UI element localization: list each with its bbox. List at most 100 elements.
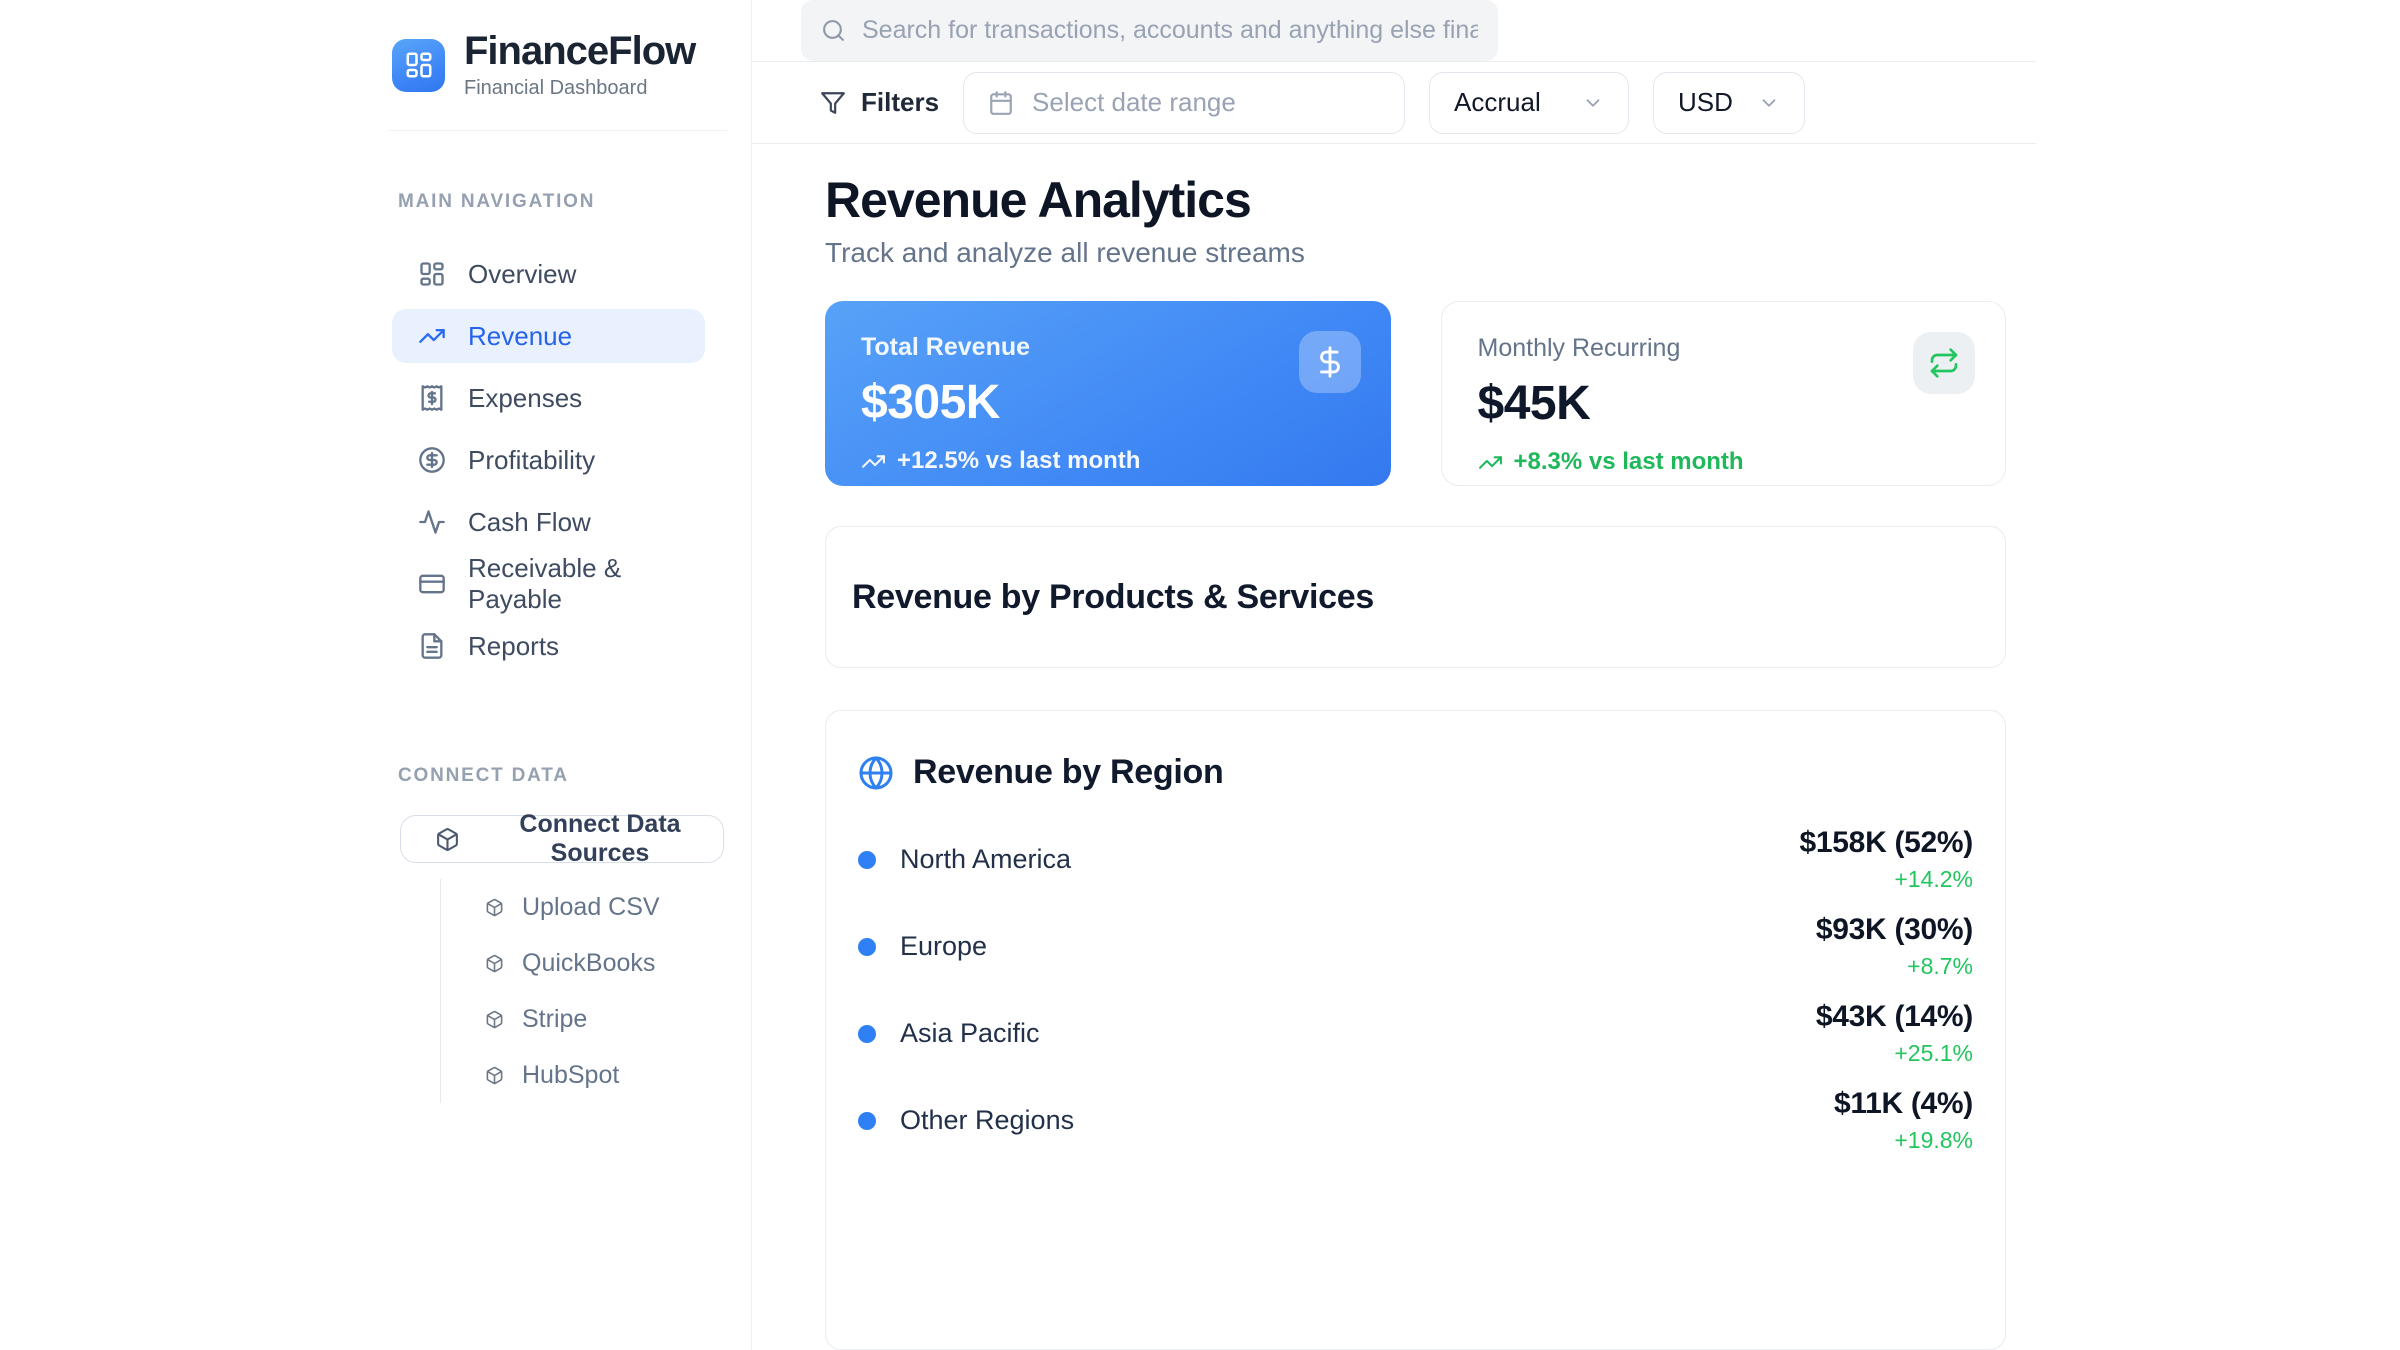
region-dot bbox=[858, 850, 876, 869]
region-name: Europe bbox=[900, 931, 988, 961]
stat-label: Monthly Recurring bbox=[1477, 334, 1681, 362]
sidebar: FinanceFlow Financial Dashboard MAIN NAV… bbox=[364, 0, 752, 1350]
currency-select[interactable]: USD bbox=[1653, 71, 1806, 134]
page-title: Revenue Analytics bbox=[825, 172, 1252, 228]
stat-cards: Total Revenue $305K +12.5% vs last month… bbox=[825, 301, 2006, 486]
sidebar-item-receivable-payable[interactable]: Receivable & Payable bbox=[392, 553, 705, 614]
source-item-hubspot[interactable]: HubSpot bbox=[485, 1047, 751, 1103]
sidebar-item-label: Profitability bbox=[468, 444, 596, 475]
total-revenue-card: Total Revenue $305K +12.5% vs last month bbox=[825, 301, 1391, 486]
file-text-icon bbox=[418, 632, 446, 660]
funnel-icon bbox=[820, 90, 846, 116]
region-name: Other Regions bbox=[900, 1105, 1075, 1135]
filter-bar: Filters Select date range Accrual USD bbox=[752, 62, 2036, 144]
brand-name: FinanceFlow bbox=[464, 29, 696, 73]
sidebar-item-expenses[interactable]: Expenses bbox=[392, 371, 705, 425]
search-bar[interactable] bbox=[801, 0, 1498, 61]
top-bar bbox=[752, 0, 2036, 62]
products-services-card: Revenue by Products & Services bbox=[825, 526, 2006, 668]
stat-delta-text: +12.5% vs last month bbox=[897, 447, 1141, 474]
sidebar-item-reports[interactable]: Reports bbox=[392, 619, 705, 673]
region-delta: +25.1% bbox=[1894, 1040, 1973, 1066]
region-delta: +19.8% bbox=[1894, 1127, 1973, 1153]
receipt-icon bbox=[418, 384, 446, 412]
stat-value: $305K bbox=[861, 376, 1000, 429]
filters-toggle[interactable]: Filters bbox=[820, 87, 939, 118]
revenue-by-region-card: Revenue by Region North America $158K (5… bbox=[825, 710, 2006, 1350]
date-range-placeholder: Select date range bbox=[1032, 87, 1236, 117]
sidebar-item-revenue[interactable]: Revenue bbox=[392, 309, 705, 363]
products-services-title: Revenue by Products & Services bbox=[852, 577, 1375, 616]
dollar-sign-icon bbox=[1298, 331, 1361, 393]
filters-label: Filters bbox=[861, 87, 940, 117]
box-icon bbox=[485, 898, 504, 917]
repeat-icon bbox=[1913, 332, 1975, 394]
brand-logo-icon bbox=[392, 38, 445, 92]
stat-delta: +8.3% vs last month bbox=[1478, 448, 1970, 476]
content: Revenue Analytics Track and analyze all … bbox=[752, 144, 2036, 1350]
data-sources-list: Upload CSV QuickBooks Stripe HubSpot bbox=[440, 879, 751, 1103]
app-window: FinanceFlow Financial Dashboard MAIN NAV… bbox=[364, 0, 2036, 1350]
main-area: Filters Select date range Accrual USD Re… bbox=[752, 0, 2036, 1350]
region-value: $11K (4%) bbox=[1833, 1087, 1973, 1120]
accounting-basis-select[interactable]: Accrual bbox=[1429, 71, 1630, 134]
sidebar-item-profitability[interactable]: Profitability bbox=[392, 433, 705, 487]
region-value: $43K (14%) bbox=[1815, 1000, 1973, 1033]
connect-section-label: CONNECT DATA bbox=[398, 765, 569, 786]
region-rows: North America $158K (52%) +14.2% Europe bbox=[858, 816, 1973, 1164]
activity-icon bbox=[418, 508, 446, 536]
stat-label: Total Revenue bbox=[861, 333, 1031, 361]
region-delta: +14.2% bbox=[1894, 866, 1973, 892]
credit-card-icon bbox=[418, 570, 446, 598]
trending-up-icon bbox=[861, 449, 886, 474]
sidebar-divider bbox=[388, 130, 727, 131]
monthly-recurring-card: Monthly Recurring $45K +8.3% vs last mon… bbox=[1440, 301, 2006, 486]
trending-up-icon bbox=[418, 322, 446, 350]
source-item-label: QuickBooks bbox=[522, 948, 656, 977]
trending-up-icon bbox=[1478, 450, 1503, 475]
source-item-upload-csv[interactable]: Upload CSV bbox=[485, 879, 751, 935]
brand-tagline: Financial Dashboard bbox=[464, 77, 648, 99]
sidebar-item-label: Overview bbox=[468, 258, 577, 289]
search-input[interactable] bbox=[862, 16, 1478, 45]
chevron-down-icon bbox=[1582, 92, 1604, 114]
sidebar-item-cash-flow[interactable]: Cash Flow bbox=[392, 495, 705, 549]
stat-delta: +12.5% vs last month bbox=[861, 447, 1355, 475]
region-card-header: Revenue by Region bbox=[858, 753, 1973, 792]
source-item-label: Upload CSV bbox=[522, 892, 660, 921]
region-row-asia-pacific: Asia Pacific $43K (14%) +25.1% bbox=[858, 990, 1973, 1077]
source-item-stripe[interactable]: Stripe bbox=[485, 991, 751, 1047]
source-item-label: HubSpot bbox=[522, 1060, 620, 1089]
connect-data-sources-button[interactable]: Connect Data Sources bbox=[400, 810, 724, 867]
source-item-quickbooks[interactable]: QuickBooks bbox=[485, 935, 751, 991]
region-dot bbox=[858, 1024, 876, 1043]
region-name: Asia Pacific bbox=[900, 1018, 1040, 1048]
sidebar-item-label: Reports bbox=[468, 630, 560, 661]
box-icon bbox=[435, 827, 460, 852]
box-icon bbox=[485, 1066, 504, 1085]
region-row-other-regions: Other Regions $11K (4%) +19.8% bbox=[858, 1077, 1973, 1164]
region-value: $93K (30%) bbox=[1815, 913, 1973, 946]
sidebar-item-label: Receivable & Payable bbox=[468, 553, 622, 614]
stat-delta-text: +8.3% vs last month bbox=[1513, 448, 1744, 475]
connect-button-label: Connect Data Sources bbox=[519, 810, 681, 867]
circle-dollar-icon bbox=[418, 446, 446, 474]
accounting-basis-value: Accrual bbox=[1454, 87, 1541, 117]
source-item-label: Stripe bbox=[522, 1004, 588, 1033]
region-row-north-america: North America $158K (52%) +14.2% bbox=[858, 816, 1973, 903]
region-row-europe: Europe $93K (30%) +8.7% bbox=[858, 903, 1973, 990]
brand: FinanceFlow Financial Dashboard bbox=[364, 0, 751, 100]
stat-value: $45K bbox=[1477, 377, 1591, 430]
box-icon bbox=[485, 1010, 504, 1029]
main-navigation: Overview Revenue Expenses Profitability … bbox=[392, 247, 705, 673]
sidebar-item-label: Expenses bbox=[468, 382, 583, 413]
nav-section-label: MAIN NAVIGATION bbox=[398, 191, 596, 212]
date-range-picker[interactable]: Select date range bbox=[963, 71, 1406, 134]
chevron-down-icon bbox=[1758, 92, 1780, 114]
search-icon bbox=[821, 18, 846, 43]
page-subtitle: Track and analyze all revenue streams bbox=[825, 237, 1305, 268]
layout-dashboard-icon bbox=[418, 260, 446, 288]
currency-value: USD bbox=[1678, 87, 1733, 117]
region-dot bbox=[858, 1111, 876, 1130]
sidebar-item-overview[interactable]: Overview bbox=[392, 247, 705, 301]
